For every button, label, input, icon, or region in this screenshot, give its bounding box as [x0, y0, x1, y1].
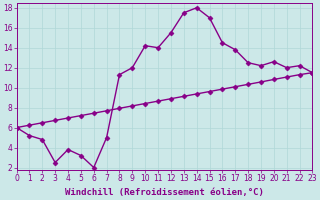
- X-axis label: Windchill (Refroidissement éolien,°C): Windchill (Refroidissement éolien,°C): [65, 188, 264, 197]
